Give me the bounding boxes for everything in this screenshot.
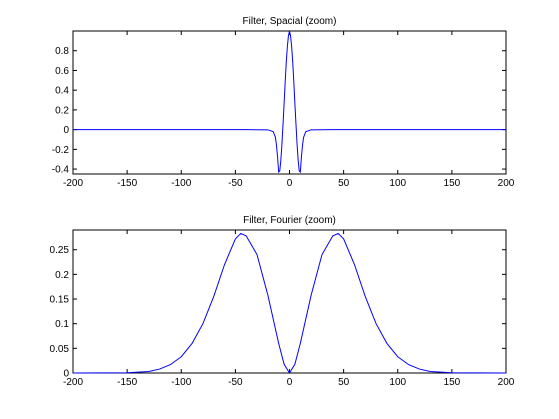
fourier-filter-chart: Filter, Fourier (zoom) -200 -150 -100 -50 0 5… xyxy=(50,215,515,388)
x-tick-label: -50 xyxy=(228,178,243,189)
y-tick-label: 0.15 xyxy=(50,295,70,306)
y-tick-label: 0 xyxy=(63,369,69,380)
x-tick-label: 200 xyxy=(498,377,515,388)
x-tick-label: -100 xyxy=(171,377,191,388)
x-tick-label: 50 xyxy=(338,377,350,388)
y-tick-label: -0.2 xyxy=(52,145,70,156)
y-tick-label: 0.1 xyxy=(55,319,69,330)
y-tick-label: 0.6 xyxy=(55,66,69,77)
x-tick-label: 150 xyxy=(444,377,461,388)
chart-title: Filter, Spacial (zoom) xyxy=(243,16,337,27)
series-line xyxy=(72,232,507,374)
axes-frame xyxy=(72,30,507,175)
x-tick-label: 200 xyxy=(498,178,515,189)
x-tick-label: 0 xyxy=(287,178,293,189)
tick-group: -200 -150 -100 -50 0 50 100 150 200 0 0.05 0.1 0.15 0… xyxy=(50,230,515,388)
x-tick-label: -150 xyxy=(117,178,137,189)
y-tick-label: 0.05 xyxy=(50,344,70,355)
x-tick-label: -200 xyxy=(63,377,83,388)
tick-group: -200 -150 -100 -50 0 50 100 150 200 -0.4 -0.2 0 0.2 0… xyxy=(52,31,515,189)
chart-title: Filter, Fourier (zoom) xyxy=(243,215,336,226)
axes-frame xyxy=(72,229,507,374)
x-tick-label: -50 xyxy=(228,377,243,388)
y-tick-label: 0.8 xyxy=(55,46,69,57)
series-line xyxy=(73,30,506,174)
x-tick-label: 150 xyxy=(444,178,461,189)
spatial-filter-chart: Filter, Spacial (zoom) -200 -150 -100 -50 0 5… xyxy=(52,16,515,189)
y-tick-label: -0.4 xyxy=(52,165,70,176)
x-tick-label: -200 xyxy=(63,178,83,189)
y-tick-label: 0.2 xyxy=(55,105,69,116)
x-tick-label: 100 xyxy=(389,377,406,388)
y-tick-label: 0.25 xyxy=(50,245,70,256)
x-tick-label: -150 xyxy=(117,377,137,388)
x-tick-label: 50 xyxy=(338,178,350,189)
y-tick-label: 0.4 xyxy=(55,86,69,97)
x-tick-label: 0 xyxy=(287,377,293,388)
y-tick-label: 0.2 xyxy=(55,270,69,281)
y-tick-label: 0 xyxy=(63,125,69,136)
x-tick-label: -100 xyxy=(171,178,191,189)
x-tick-label: 100 xyxy=(389,178,406,189)
